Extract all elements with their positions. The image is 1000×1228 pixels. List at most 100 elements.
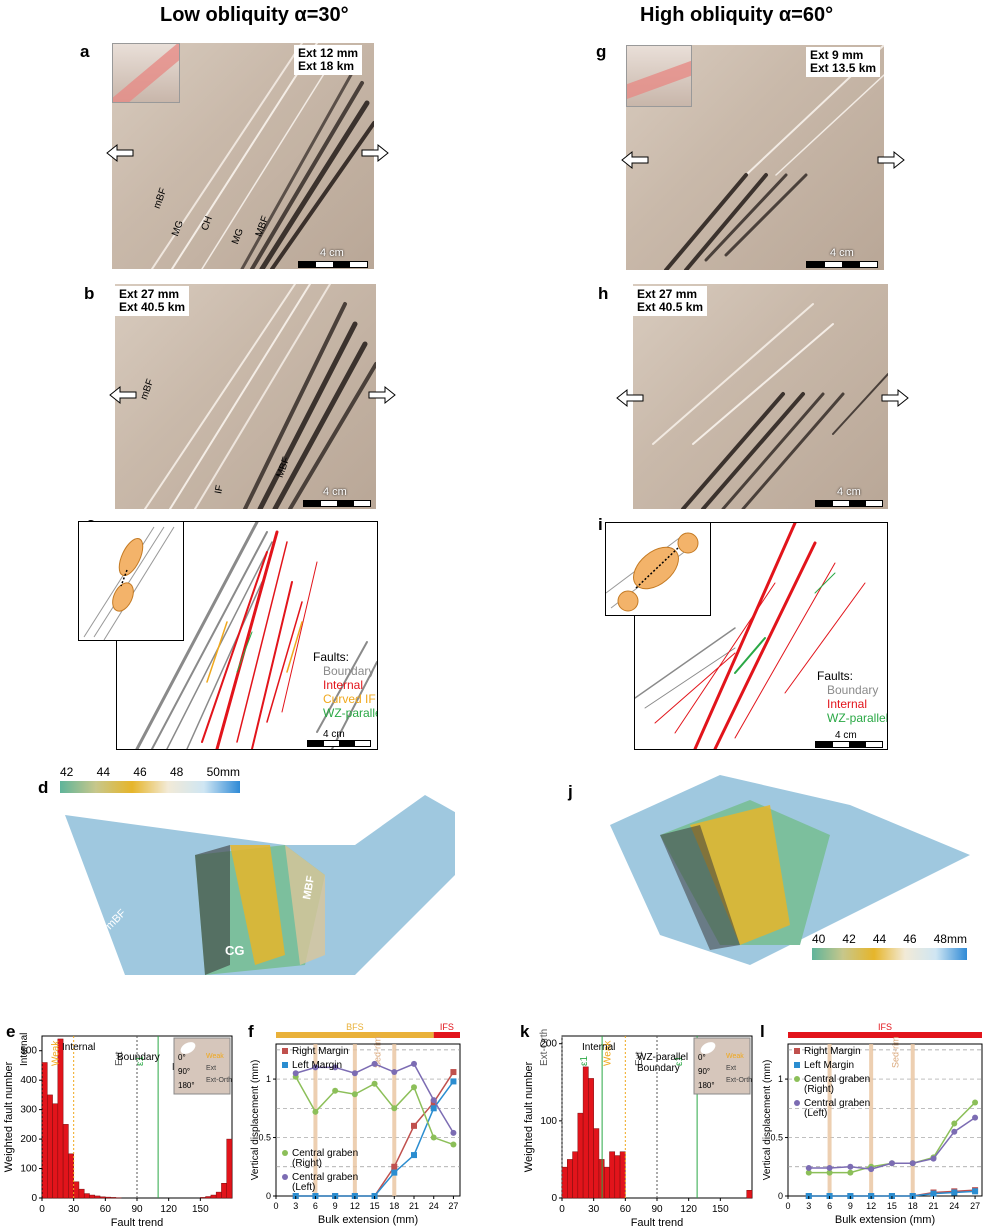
x-tick-label: 12	[866, 1201, 876, 1211]
series-line	[295, 1076, 454, 1146]
data-point	[391, 1163, 398, 1170]
panel-c-inset	[78, 521, 184, 641]
legend-label: Central graben	[292, 1148, 358, 1159]
inset-label: Ext	[726, 1065, 736, 1072]
legend-title: Faults:	[313, 650, 350, 664]
data-point	[909, 1160, 916, 1167]
panel-label-e: e	[6, 1022, 16, 1041]
fault-shading	[664, 45, 884, 270]
scale-label: 4 cm	[830, 247, 854, 259]
histogram-bar	[105, 1196, 111, 1199]
annotation-cg: CG	[225, 943, 245, 958]
legend-label: (Left)	[292, 1182, 315, 1193]
histogram-bar	[221, 1183, 227, 1199]
sed-rim-band	[392, 1044, 397, 1196]
reference-line-label: ε1	[674, 1056, 685, 1066]
x-tick-label: 9	[333, 1201, 338, 1211]
legend-swatch	[794, 1076, 800, 1082]
histogram-bar	[614, 1155, 621, 1199]
histogram-bar	[68, 1153, 74, 1199]
histogram-bar	[572, 1151, 579, 1199]
legend-label: Central graben	[292, 1172, 358, 1183]
data-point	[826, 1169, 833, 1176]
histogram-bar	[200, 1197, 206, 1199]
y-tick-label: 0	[31, 1193, 37, 1204]
sed-rim-band	[313, 1044, 318, 1196]
fault-lines	[635, 523, 866, 749]
data-point	[312, 1108, 319, 1115]
inset-label: Ext-Orth	[726, 1077, 752, 1084]
data-point	[951, 1128, 958, 1135]
histogram-bar	[598, 1159, 605, 1199]
left-arrow-icon	[616, 388, 644, 408]
stage-label: IFS	[878, 1022, 892, 1032]
legend-label: Left Margin	[804, 1060, 854, 1071]
panel-c-fault-map: Faults: Boundary Internal Curved IF WZ-p…	[116, 521, 378, 750]
legend-swatch	[794, 1062, 800, 1068]
inset-label: 180°	[178, 1081, 195, 1090]
inset-label: Weak	[206, 1053, 224, 1060]
x-tick-label: 150	[192, 1204, 209, 1215]
data-point	[351, 1091, 358, 1098]
data-point	[951, 1120, 958, 1127]
legend-label: Central graben	[804, 1074, 870, 1085]
legend-boundary: Boundary	[323, 664, 375, 678]
legend-label: Right Margin	[804, 1046, 861, 1057]
legend-label: Central graben	[804, 1098, 870, 1109]
y-tick-label: 0.5	[770, 1133, 783, 1143]
legend-internal: Internal	[323, 678, 364, 692]
panel-d-topography: mBF CG MBF	[65, 795, 455, 975]
x-tick-label: 18	[908, 1201, 918, 1211]
scale-bar	[815, 741, 883, 748]
y-tick-label: 1	[266, 1074, 271, 1084]
legend-swatch	[282, 1062, 288, 1068]
right-arrow-icon	[361, 143, 389, 163]
legend-wz-parallel: WZ-parallel	[323, 706, 377, 720]
data-point	[391, 1169, 398, 1176]
x-tick-label: 12	[350, 1201, 360, 1211]
colorbar-d: 42 44 46 48 50mm	[60, 765, 240, 793]
weak-zone-inset	[112, 43, 180, 103]
stage-bar	[788, 1032, 982, 1038]
panel-label-a: a	[80, 42, 90, 61]
legend-label: Right Margin	[292, 1046, 349, 1057]
strain-ellipse-icon	[180, 1042, 196, 1054]
strain-ellipse-icon	[700, 1042, 716, 1054]
histogram-bar	[89, 1194, 96, 1199]
x-tick-label: 21	[409, 1201, 419, 1211]
fault-shading	[652, 303, 888, 509]
histogram-bar	[94, 1195, 101, 1199]
x-tick-label: 0	[273, 1201, 278, 1211]
panel-h-photo: Ext 27 mm Ext 40.5 km 4 cm	[633, 284, 888, 509]
annotation: Internal	[582, 1042, 615, 1053]
data-point	[805, 1169, 812, 1176]
inset-label: 90°	[178, 1067, 190, 1076]
left-arrow-icon	[621, 150, 649, 170]
annotation: Internal	[62, 1042, 95, 1053]
histogram-bar	[110, 1197, 117, 1199]
left-column-title: Low obliquity α=30°	[160, 4, 349, 26]
data-point	[826, 1164, 833, 1171]
reference-line-label: Ext	[114, 1051, 125, 1066]
stage-label: BFS	[346, 1022, 364, 1032]
data-point	[450, 1078, 457, 1085]
colorbar-tick: 44	[872, 932, 887, 946]
histogram-bar	[582, 1066, 589, 1199]
x-tick-label: 3	[806, 1201, 811, 1211]
weak-zone-inset	[626, 45, 692, 107]
y-tick-label: 100	[540, 1116, 557, 1127]
panel-label-l: l	[760, 1022, 765, 1041]
scale-bar	[307, 740, 371, 747]
panel-b-photo: Ext 27 mm Ext 40.5 km mBF IF MBF 4 cm	[115, 284, 376, 509]
reference-line-label: ε1	[135, 1056, 146, 1066]
scale-label: 4 cm	[323, 486, 347, 498]
histogram-bar	[78, 1188, 85, 1199]
data-point	[411, 1122, 417, 1129]
panel-g-photo: Ext 9 mm Ext 13.5 km 4 cm	[626, 45, 884, 270]
histogram-bar	[215, 1191, 222, 1199]
inset-diagram	[83, 526, 175, 641]
annotation: Boundary	[637, 1063, 680, 1074]
panel-label-k: k	[520, 1022, 530, 1041]
panel-label-b: b	[84, 284, 95, 303]
reference-line-label: Ext-Orth	[539, 1029, 550, 1066]
